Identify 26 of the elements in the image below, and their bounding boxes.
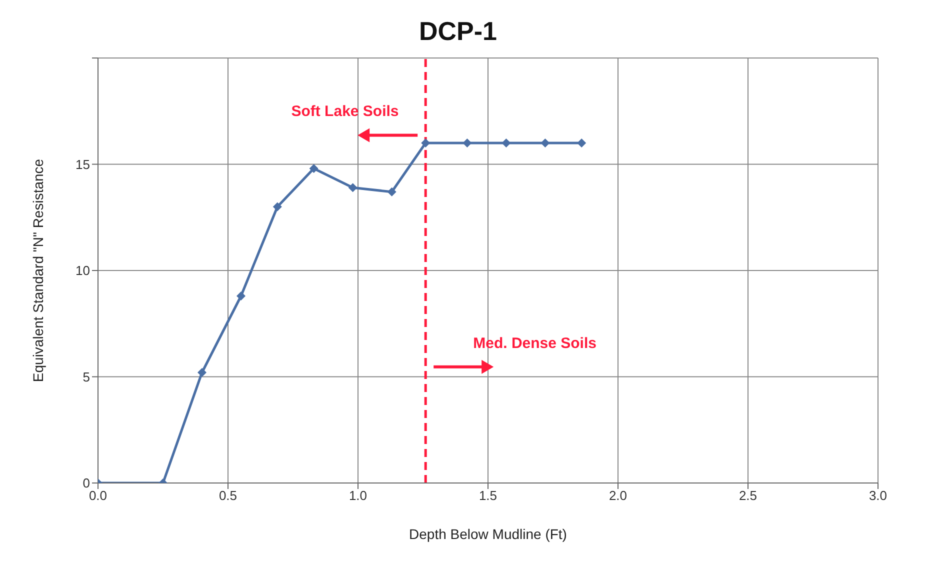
- y-axis-title: Equivalent Standard "N" Resistance: [30, 158, 46, 382]
- point: [502, 138, 511, 148]
- y-tick-label: 10: [76, 263, 90, 278]
- point: [348, 183, 358, 192]
- point: [198, 368, 206, 377]
- x-axis-title: Depth Below Mudline (Ft): [409, 526, 567, 542]
- point: [462, 138, 472, 148]
- point: [387, 187, 396, 196]
- x-tick-label: 2.5: [738, 488, 758, 504]
- x-tick-label: 0.0: [88, 488, 108, 504]
- x-tick-label: 3.0: [868, 488, 888, 504]
- y-tick-label: 5: [82, 369, 90, 384]
- point: [540, 138, 550, 148]
- x-tick-label: 1.0: [348, 488, 368, 504]
- y-tick-label: 15: [76, 156, 90, 172]
- point: [236, 292, 246, 300]
- point: [272, 202, 282, 212]
- x-tick-label: 1.5: [478, 488, 498, 504]
- annotation: Med. Dense Soils: [472, 334, 598, 352]
- x-tick-label: 0.5: [218, 488, 238, 504]
- point: [577, 138, 586, 148]
- chart-title: DCP-1: [418, 16, 498, 47]
- point: [309, 164, 318, 173]
- annotation: Soft Lake Soils: [290, 103, 400, 120]
- x-tick-label: 2.0: [608, 488, 628, 504]
- y-tick-label: 0: [82, 476, 90, 491]
